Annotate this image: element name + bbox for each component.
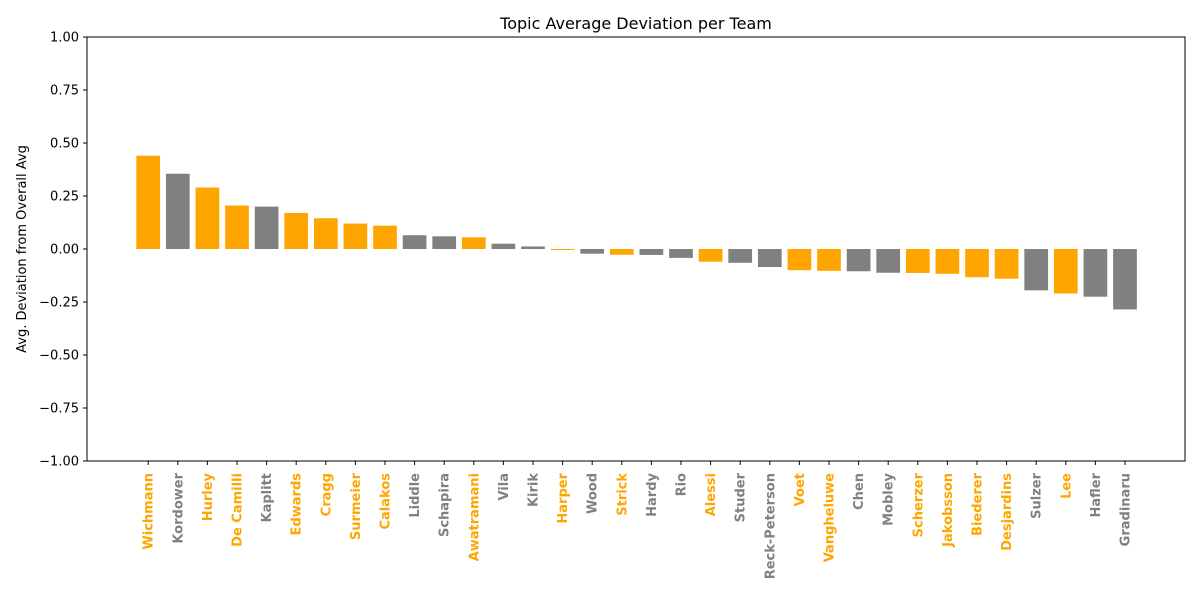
x-tick-label: Sulzer (1030, 472, 1045, 518)
x-tick-label: Studer (734, 472, 749, 522)
bar-voet (787, 249, 812, 271)
y-tick-label: −1.00 (39, 455, 79, 470)
bar-rio (669, 249, 693, 258)
y-tick-label: −0.75 (39, 402, 79, 417)
y-tick-label: 0.50 (50, 137, 79, 152)
bar-surmeier (343, 223, 368, 249)
y-tick-label: 0.25 (50, 190, 79, 205)
bar-hurley (195, 187, 220, 249)
x-tick-label: Kordower (171, 472, 186, 543)
bar-kordower (165, 173, 190, 249)
y-tick-label: 1.00 (50, 31, 79, 46)
x-tick-label: Wood (586, 473, 601, 514)
bar-desjardins (994, 249, 1019, 279)
y-tick-label: 0.75 (50, 84, 79, 99)
x-tick-label: Surmeier (349, 472, 364, 540)
x-tick-label: Lee (1059, 473, 1074, 499)
x-tick-label: Jakobsson (941, 473, 956, 548)
bar-kirik (521, 246, 545, 249)
bar-awatramani (461, 237, 486, 249)
y-axis-ticks: 1.00 0.75 0.50 0.25 0.00 −0.25 −0.50 −0.75 −1.00 (39, 31, 87, 470)
x-axis-ticks: Wichmann Kordower Hurley De Camilli Kaplitt E… (142, 461, 1134, 579)
bar-hardy (639, 249, 664, 255)
bar-calakos (373, 225, 397, 249)
y-tick-label: −0.25 (39, 296, 79, 311)
y-tick-label: −0.50 (39, 349, 79, 364)
x-tick-label: Wichmann (142, 473, 157, 550)
bar-strick (609, 249, 634, 255)
x-tick-label: Vangheluwe (823, 473, 838, 562)
x-tick-label: Mobley (882, 472, 897, 525)
bar-kaplitt (254, 206, 279, 249)
bar-de-camilli (225, 205, 249, 249)
bar-chen (846, 249, 871, 272)
x-tick-label: Biederer (971, 472, 986, 536)
bar-mobley (876, 249, 901, 273)
bar-gradinaru (1113, 249, 1137, 310)
x-tick-label: Chen (852, 473, 867, 510)
bar-studer (728, 249, 753, 263)
plot-frame (86, 36, 1186, 462)
bar-cragg (313, 218, 338, 249)
bar-alessi (698, 249, 723, 262)
x-tick-label: Liddle (408, 473, 423, 518)
x-tick-label: Gradinaru (1119, 473, 1134, 546)
x-tick-label: Hardy (645, 472, 660, 516)
x-tick-label: Kaplitt (260, 473, 275, 523)
y-tick-label: 0.00 (50, 243, 79, 258)
x-tick-label: Strick (615, 473, 630, 516)
bar-biederer (965, 249, 989, 278)
x-tick-label: Cragg (319, 473, 334, 516)
x-tick-label: Reck-Peterson (763, 473, 778, 579)
x-tick-label: Calakos (379, 473, 394, 530)
bar-hafler (1083, 249, 1108, 297)
x-tick-label: Voet (793, 473, 808, 506)
x-tick-label: Hurley (201, 472, 216, 521)
bar-wood (580, 249, 605, 254)
bar-sulzer (1024, 249, 1049, 291)
bar-scherzer (905, 249, 930, 273)
x-tick-label: Alessi (704, 473, 719, 516)
bar-reck-peterson (757, 249, 782, 268)
x-tick-label: De Camilli (231, 473, 246, 547)
x-tick-label: Edwards (290, 473, 305, 536)
bar-lee (1053, 249, 1078, 294)
x-tick-label: Vila (497, 473, 512, 501)
bar-wichmann (136, 155, 161, 249)
x-tick-label: Awatramani (467, 473, 482, 561)
x-tick-label: Desjardins (1000, 473, 1015, 551)
bar-liddle (402, 235, 427, 249)
bar-schapira (432, 236, 457, 249)
bars-group (136, 155, 1137, 310)
bar-harper (550, 249, 575, 251)
bar-vila (491, 243, 516, 249)
y-axis-label: Avg. Deviation from Overall Avg (15, 145, 30, 353)
x-tick-label: Rio (675, 473, 690, 496)
chart-title: Topic Average Deviation per Team (499, 14, 772, 33)
x-tick-label: Scherzer (911, 472, 926, 537)
bar-jakobsson (935, 249, 960, 274)
x-tick-label: Schapira (438, 473, 453, 537)
bar-vangheluwe (817, 249, 841, 271)
bar-edwards (284, 212, 309, 249)
x-tick-label: Hafler (1089, 472, 1104, 517)
x-tick-label: Harper (556, 472, 571, 523)
x-tick-label: Kirik (527, 473, 542, 507)
